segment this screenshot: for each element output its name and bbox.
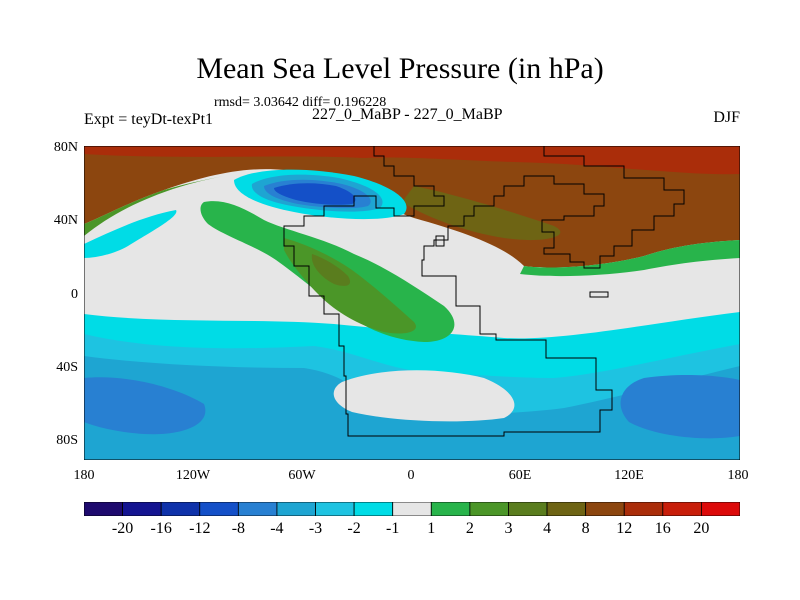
stats-line: rmsd= 3.03642 diff= 0.196228 xyxy=(214,95,387,110)
colorbar-tick-label: -8 xyxy=(231,520,246,537)
y-tick-label: 80S xyxy=(56,433,78,448)
colorbar-swatch xyxy=(392,502,432,516)
x-tick-label: 60W xyxy=(288,468,316,483)
colorbar-swatch xyxy=(122,502,162,516)
x-tick-label: 60E xyxy=(508,468,532,483)
colorbar-tick-label: 8 xyxy=(581,520,590,537)
contour-plus12-north xyxy=(84,146,740,175)
small-island-outline xyxy=(435,235,445,247)
season-label: DJF xyxy=(713,109,740,126)
x-tick-label: 120W xyxy=(175,468,211,483)
contour-minus4-southeast xyxy=(620,374,740,439)
colorbar-swatch xyxy=(508,502,548,516)
colorbar-tick-label: -1 xyxy=(386,520,400,537)
colorbar-tick-label: -2 xyxy=(347,520,361,537)
colorbar-tick-label: -4 xyxy=(270,520,284,537)
colorbar-swatch xyxy=(469,502,509,516)
colorbar-tick-label: 2 xyxy=(465,520,474,537)
colorbar-swatch xyxy=(237,502,278,516)
colorbar-tick-label: 1 xyxy=(427,520,436,537)
filled-contours xyxy=(84,146,740,460)
colorbar-tick-label: 16 xyxy=(654,520,671,537)
colorbar-swatch xyxy=(160,502,201,516)
x-tick-label: 180 xyxy=(73,468,95,483)
contour-minus1-west xyxy=(84,210,177,258)
colorbar-swatch xyxy=(84,502,123,516)
colorbar-tick-label: 4 xyxy=(543,520,552,537)
colorbar-tick-label: -3 xyxy=(308,520,323,537)
colorbar-swatch xyxy=(315,502,355,516)
colorbar-swatch xyxy=(701,502,740,516)
y-tick-label: 40S xyxy=(56,360,78,375)
colorbar xyxy=(84,502,740,516)
landmass-outline xyxy=(283,146,685,437)
x-tick-label: 0 xyxy=(407,468,415,483)
x-tick-label: 120E xyxy=(614,468,644,483)
pressure-map xyxy=(84,146,740,460)
colorbar-swatch xyxy=(585,502,625,516)
colorbar-swatch xyxy=(353,502,394,516)
colorbar-swatch xyxy=(546,502,587,516)
colorbar-tick-label: 20 xyxy=(693,520,710,537)
colorbar-swatch xyxy=(662,502,702,516)
chart-title: Mean Sea Level Pressure (in hPa) xyxy=(196,52,604,85)
colorbar-tick-label: 12 xyxy=(616,520,633,537)
experiment-label: Expt = teyDt-texPt1 xyxy=(84,111,214,128)
island-outline xyxy=(589,291,609,298)
neutral-south-patch xyxy=(333,370,515,422)
coastlines xyxy=(283,146,685,437)
contour-minus4-southwest xyxy=(84,377,206,435)
y-tick-label: 40N xyxy=(53,213,78,228)
colorbar-tick-label: 3 xyxy=(504,520,513,537)
contour-minus3-south xyxy=(84,356,740,460)
case-label: 227_0_MaBP - 227_0_MaBP xyxy=(312,106,503,123)
contour-plus4-tropics xyxy=(311,254,351,286)
colorbar-swatch xyxy=(430,502,471,516)
colorbar-tick-label: -20 xyxy=(111,520,134,537)
y-tick-label: 0 xyxy=(71,287,78,302)
x-tick-label: 180 xyxy=(727,468,749,483)
colorbar-swatch xyxy=(276,502,316,516)
colorbar-tick-label: -12 xyxy=(189,520,211,537)
contour-plus4-north xyxy=(402,186,561,241)
y-tick-label: 80N xyxy=(53,140,78,155)
colorbar-tick-label: -16 xyxy=(150,520,172,537)
contour-plus2-northeast xyxy=(520,240,740,277)
colorbar-swatch xyxy=(199,502,239,516)
colorbar-swatch xyxy=(623,502,664,516)
contour-minus8-north xyxy=(274,183,356,205)
